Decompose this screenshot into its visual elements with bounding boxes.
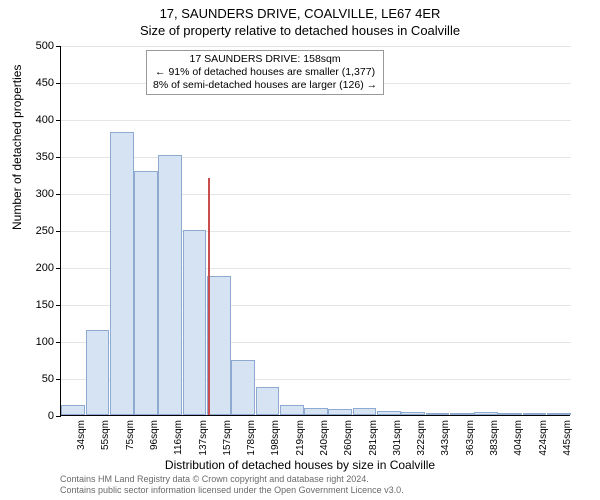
ytick-mark bbox=[56, 157, 61, 158]
histogram-bar bbox=[61, 405, 85, 415]
ytick-label: 300 bbox=[14, 188, 54, 200]
histogram-bar bbox=[523, 413, 547, 415]
x-axis-title: Distribution of detached houses by size … bbox=[0, 458, 600, 472]
ytick-mark bbox=[56, 120, 61, 121]
ytick-mark bbox=[56, 194, 61, 195]
gridline bbox=[61, 120, 571, 121]
ytick-label: 400 bbox=[14, 114, 54, 126]
ytick-label: 0 bbox=[14, 410, 54, 422]
ytick-label: 250 bbox=[14, 225, 54, 237]
chart-area: 05010015020025030035040045050034sqm55sqm… bbox=[60, 46, 570, 416]
annotation-line-3: 8% of semi-detached houses are larger (1… bbox=[153, 79, 377, 92]
ytick-mark bbox=[56, 268, 61, 269]
histogram-bar bbox=[426, 413, 450, 415]
ytick-label: 450 bbox=[14, 77, 54, 89]
histogram-bar bbox=[401, 412, 425, 415]
histogram-bar bbox=[183, 230, 207, 415]
ytick-mark bbox=[56, 342, 61, 343]
histogram-bar bbox=[474, 412, 498, 415]
page-address: 17, SAUNDERS DRIVE, COALVILLE, LE67 4ER bbox=[0, 6, 600, 21]
histogram-bar bbox=[207, 276, 231, 415]
histogram-bar bbox=[158, 155, 182, 415]
ytick-label: 200 bbox=[14, 262, 54, 274]
annotation-box: 17 SAUNDERS DRIVE: 158sqm ← 91% of detac… bbox=[146, 50, 384, 95]
footer-attribution: Contains HM Land Registry data © Crown c… bbox=[60, 474, 404, 496]
histogram-bar bbox=[498, 413, 522, 415]
ytick-label: 500 bbox=[14, 40, 54, 52]
ytick-mark bbox=[56, 379, 61, 380]
y-axis-title: Number of detached properties bbox=[10, 65, 24, 230]
histogram-bar bbox=[547, 413, 571, 415]
histogram-bar bbox=[231, 360, 255, 416]
ytick-label: 50 bbox=[14, 373, 54, 385]
histogram-bar bbox=[110, 132, 134, 415]
ytick-mark bbox=[56, 305, 61, 306]
ytick-mark bbox=[56, 46, 61, 47]
footer-line-1: Contains HM Land Registry data © Crown c… bbox=[60, 474, 404, 485]
histogram-bar bbox=[134, 171, 158, 415]
gridline bbox=[61, 46, 571, 47]
gridline bbox=[61, 157, 571, 158]
page-subtitle: Size of property relative to detached ho… bbox=[0, 23, 600, 38]
histogram-bar bbox=[328, 409, 352, 415]
ytick-mark bbox=[56, 231, 61, 232]
annotation-line-1: 17 SAUNDERS DRIVE: 158sqm bbox=[153, 53, 377, 66]
ytick-label: 100 bbox=[14, 336, 54, 348]
plot-region: 05010015020025030035040045050034sqm55sqm… bbox=[60, 46, 570, 416]
footer-line-2: Contains public sector information licen… bbox=[60, 485, 404, 496]
property-marker-line bbox=[208, 178, 210, 415]
ytick-label: 150 bbox=[14, 299, 54, 311]
ytick-mark bbox=[56, 416, 61, 417]
annotation-line-2: ← 91% of detached houses are smaller (1,… bbox=[153, 66, 377, 79]
histogram-bar bbox=[450, 413, 474, 415]
histogram-bar bbox=[86, 330, 110, 415]
histogram-bar bbox=[304, 408, 328, 415]
histogram-bar bbox=[280, 405, 304, 415]
histogram-bar bbox=[377, 411, 401, 415]
histogram-bar bbox=[353, 408, 377, 415]
ytick-label: 350 bbox=[14, 151, 54, 163]
histogram-bar bbox=[256, 387, 280, 415]
ytick-mark bbox=[56, 83, 61, 84]
